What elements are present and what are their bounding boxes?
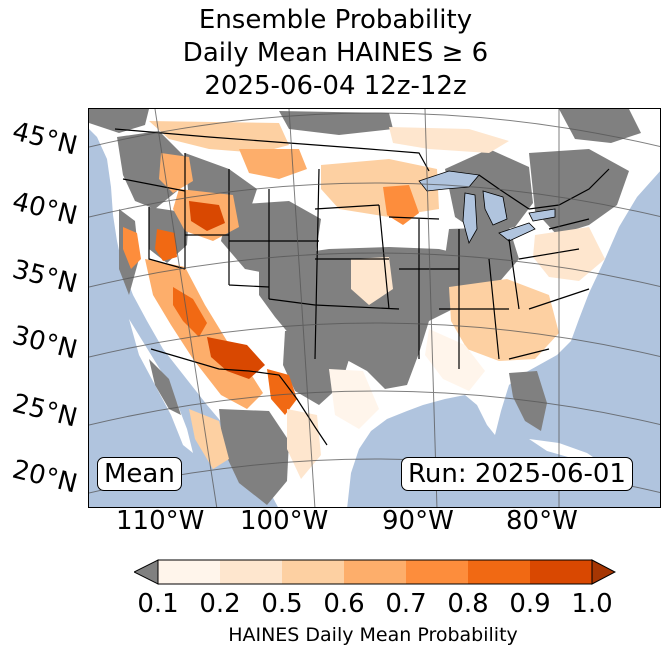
lat-label-45: 45°N: [9, 116, 81, 162]
prob-southeast: [449, 279, 559, 361]
prob-west-texas: [267, 369, 297, 415]
colorbar-title: HAINES Daily Mean Probability: [228, 624, 518, 646]
meridian-100: [288, 109, 316, 507]
border-canada-us: [114, 128, 610, 210]
prob-plains-north: [321, 159, 439, 217]
parallel-30: [89, 322, 660, 358]
gray-canada-east: [559, 109, 641, 143]
colorbar-tick-label: 1.0: [571, 589, 613, 619]
probability-shading: [123, 121, 605, 479]
meridian-90: [424, 109, 438, 507]
colorbar-tick-label: 0.6: [323, 589, 365, 619]
colorbar-under-arrow: [134, 559, 159, 585]
lat-label-25: 25°N: [9, 388, 81, 434]
prob-nevada: [155, 229, 177, 261]
parallel-25: [89, 390, 660, 426]
colorbar-tick-label: 0.5: [261, 589, 303, 619]
lat-label-20: 20°N: [9, 454, 81, 500]
prob-mexico-west: [189, 409, 229, 469]
colorbar-segment: [158, 560, 221, 584]
land-cuba: [529, 439, 599, 461]
lat-label-40: 40°N: [9, 186, 81, 232]
prob-upper-midwest: [383, 185, 419, 225]
lon-label-90: 90°W: [382, 506, 454, 536]
gray-northern-canada-west: [89, 109, 149, 133]
meridian-110: [154, 109, 218, 507]
prob-montana: [239, 149, 307, 179]
colorbar-tick-label: 0.8: [447, 589, 489, 619]
border-west-states: [122, 153, 319, 299]
lon-label-110: 110°W: [116, 506, 205, 536]
border-mexico-us: [150, 348, 328, 446]
prob-great-basin-core: [189, 201, 225, 231]
gray-mexico-highlands: [219, 409, 289, 505]
lon-label-80: 80°W: [506, 506, 578, 536]
map-canvas: [89, 109, 660, 507]
lake-erie: [498, 222, 536, 242]
prob-canada-prairie: [389, 127, 509, 153]
lat-label-30: 30°N: [9, 320, 81, 366]
colorbar-segment: [530, 560, 593, 584]
colorbar-tick-label: 0.7: [385, 589, 427, 619]
gray-ohio-valley: [445, 227, 519, 287]
prob-midatlantic: [533, 227, 605, 281]
prob-canada-north: [149, 121, 289, 153]
border-midwest: [388, 216, 509, 369]
state-borders: [114, 128, 610, 446]
parallel-45: [89, 112, 660, 148]
lake-huron: [482, 190, 508, 226]
run-date-label: Run: 2025-06-01: [401, 457, 633, 491]
lat-label-35: 35°N: [9, 254, 81, 300]
colorbar-tick-label: 0.2: [199, 589, 241, 619]
prob-southeast-light: [425, 329, 485, 391]
colorbar-segment: [406, 560, 469, 584]
gray-canada-center: [279, 111, 393, 135]
colorbar: [134, 559, 616, 585]
lake-michigan: [462, 192, 478, 245]
border-plains: [268, 168, 400, 360]
prob-texas-gulf: [329, 369, 379, 429]
gray-pacific-northwest: [117, 131, 185, 209]
gray-baja-interior: [149, 359, 181, 415]
prob-arizona: [173, 287, 207, 337]
colorbar-segment: [220, 560, 283, 584]
colorbar-segments: [158, 560, 593, 584]
lake-ontario: [528, 208, 556, 222]
lon-label-100: 100°W: [240, 506, 329, 536]
colorbar-over-arrow: [591, 559, 616, 585]
colorbar-tick-label: 0.1: [137, 589, 179, 619]
title-line-3: 2025-06-04 12z-12z: [204, 71, 467, 101]
prob-plains-south: [351, 257, 393, 305]
parallel-35: [89, 252, 660, 288]
prob-california: [123, 227, 141, 269]
map-title: Ensemble Probability Daily Mean HAINES ≥…: [0, 4, 671, 103]
colorbar-segment: [468, 560, 531, 584]
probability-map: [88, 108, 661, 508]
colorbar-segment: [282, 560, 345, 584]
title-line-1: Ensemble Probability: [198, 5, 473, 35]
colorbar-frame: [157, 559, 593, 585]
prob-new-mexico-core: [207, 337, 265, 379]
mean-label: Mean: [97, 457, 182, 491]
title-line-2: Daily Mean HAINES ≥ 6: [182, 38, 489, 68]
colorbar-tick-label: 0.9: [509, 589, 551, 619]
colorbar-segment: [344, 560, 407, 584]
